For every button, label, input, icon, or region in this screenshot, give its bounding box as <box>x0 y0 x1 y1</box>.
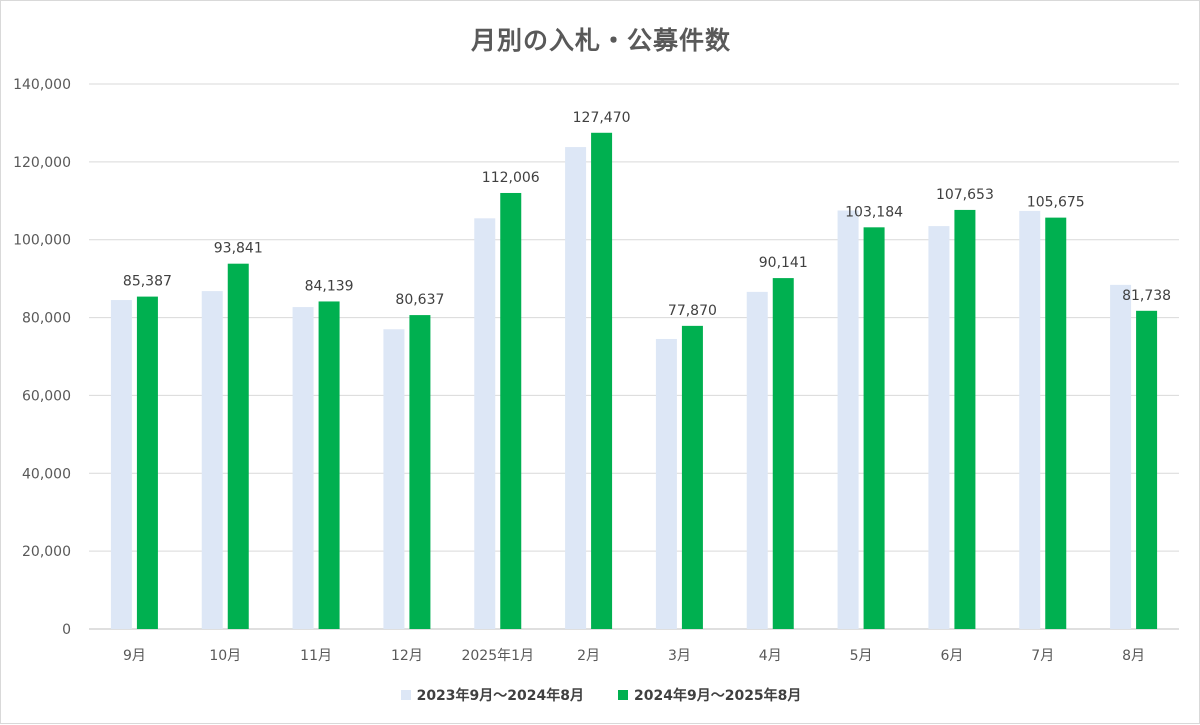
bar-series-1-6[interactable] <box>565 147 587 630</box>
data-label: 93,841 <box>214 241 263 257</box>
y-tick-label: 140,000 <box>13 77 71 93</box>
y-tick-label: 40,000 <box>22 466 71 482</box>
bar-series-2-10[interactable] <box>954 209 976 630</box>
x-tick-label: 5月 <box>850 648 873 664</box>
bar-series-1-11[interactable] <box>1019 210 1041 629</box>
y-tick-label: 20,000 <box>22 544 71 560</box>
x-tick-label: 4月 <box>759 648 782 664</box>
data-labels: 85,387 93,841 84,139 80,637 112,006 127,470 77… <box>123 110 1171 319</box>
data-label: 80,637 <box>395 292 444 308</box>
x-tick-label: 9月 <box>123 648 146 664</box>
bar-series-2-1[interactable] <box>136 296 158 629</box>
x-tick-label: 2月 <box>577 648 600 664</box>
legend-item-series-2[interactable]: 2024年9月～2025年8月 <box>618 685 801 705</box>
data-label: 107,653 <box>936 187 994 203</box>
y-tick-label: 120,000 <box>13 155 71 171</box>
x-tick-label: 6月 <box>940 648 963 664</box>
legend-swatch-series-1 <box>400 690 411 700</box>
bar-series-1-3[interactable] <box>292 307 314 629</box>
bar-series-2-6[interactable] <box>591 132 613 629</box>
data-label: 85,387 <box>123 274 172 290</box>
data-label: 84,139 <box>305 278 354 294</box>
bar-series-1-4[interactable] <box>383 329 405 629</box>
bar-series-1-5[interactable] <box>474 218 496 629</box>
bar-series-1-9[interactable] <box>837 210 859 629</box>
bar-series-2-2[interactable] <box>227 263 249 629</box>
x-tick-label: 2025年1月 <box>461 648 534 664</box>
data-label: 105,675 <box>1027 195 1085 211</box>
bar-series-2-5[interactable] <box>500 192 522 630</box>
bar-series-2-8[interactable] <box>772 278 794 629</box>
bar-series-1-2[interactable] <box>201 291 223 629</box>
y-tick-label: 80,000 <box>22 311 71 327</box>
bar-series-2-7[interactable] <box>681 325 703 629</box>
bar-series-2-4[interactable] <box>409 315 431 629</box>
x-axis-tick-labels: 9月 10月 11月 12月 2025年1月 2月 3月 4月 5月 6月 7月 8月 <box>123 648 1145 664</box>
legend-label-series-2: 2024年9月～2025年8月 <box>634 688 802 704</box>
bar-series-1-7[interactable] <box>655 338 677 629</box>
legend-label-series-1: 2023年9月～2024年8月 <box>416 688 584 704</box>
legend-swatch-series-2 <box>618 690 628 700</box>
data-label: 90,141 <box>759 255 808 271</box>
bar-series-1-12[interactable] <box>1110 284 1132 629</box>
bar-series-1-8[interactable] <box>746 291 768 629</box>
data-label: 103,184 <box>845 204 903 220</box>
bar-series-1-1[interactable] <box>110 300 132 629</box>
data-label: 81,738 <box>1122 288 1171 304</box>
y-axis-tick-labels: 0 20,000 40,000 60,000 80,000 100,000 120,000 1… <box>13 77 71 638</box>
bar-series-2-12[interactable] <box>1136 310 1158 629</box>
x-tick-label: 3月 <box>668 648 691 664</box>
chart-title: 月別の入札・公募件数 <box>470 26 731 55</box>
x-tick-label: 8月 <box>1122 648 1145 664</box>
y-tick-label: 60,000 <box>22 388 71 404</box>
y-tick-label: 100,000 <box>13 233 71 249</box>
x-tick-label: 10月 <box>209 648 241 664</box>
y-tick-label: 0 <box>62 622 71 638</box>
x-tick-label: 11月 <box>300 648 332 664</box>
legend-item-series-1[interactable]: 2023年9月～2024年8月 <box>400 685 584 705</box>
bar-series-2-3[interactable] <box>318 301 340 629</box>
gridlines <box>89 83 1179 630</box>
data-label: 127,470 <box>573 110 631 126</box>
bar-series-1-10[interactable] <box>928 226 950 629</box>
data-label: 112,006 <box>482 170 540 186</box>
data-label: 77,870 <box>668 303 717 319</box>
legend: 2023年9月～2024年8月 2024年9月～2025年8月 <box>1 685 1200 705</box>
bar-series-2-11[interactable] <box>1045 217 1067 629</box>
x-tick-label: 12月 <box>391 648 423 664</box>
bars <box>110 132 1158 630</box>
bar-series-2-9[interactable] <box>863 227 885 629</box>
x-tick-label: 7月 <box>1031 648 1054 664</box>
